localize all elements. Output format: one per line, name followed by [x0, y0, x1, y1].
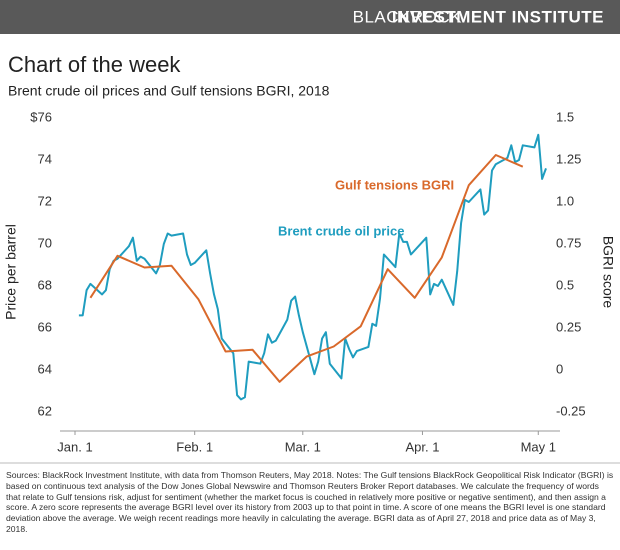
y-tick-label: 66	[38, 319, 52, 334]
y-tick-label: 64	[38, 361, 52, 376]
y2-tick-label: 1.25	[556, 151, 581, 166]
y2-tick-label: 1.5	[556, 109, 574, 124]
y2-tick-label: 0.75	[556, 235, 581, 250]
y2-tick-label: 0.25	[556, 319, 581, 334]
bgri-annotation: Gulf tensions BGRI	[335, 177, 454, 192]
y2-tick-label: 0	[556, 361, 563, 376]
y2-tick-label: 1.0	[556, 193, 574, 208]
y-tick-label: 74	[38, 151, 52, 166]
y2-tick-label: -0.25	[556, 403, 586, 418]
y-axis-label: Price per barrel	[3, 224, 19, 320]
y-tick-label: 62	[38, 403, 52, 418]
y2-tick-label: 0.5	[556, 277, 574, 292]
y2-axis-label: BGRI score	[600, 236, 616, 309]
source-note: Sources: BlackRock Investment Institute,…	[6, 470, 614, 534]
y-tick-label: $76	[30, 109, 52, 124]
series-line	[78, 133, 547, 401]
y-tick-label: 68	[38, 277, 52, 292]
y-tick-label: 72	[38, 193, 52, 208]
brand-unit: INVESTMENT INSTITUTE	[392, 7, 604, 26]
chart-title: Brent crude oil prices and Gulf tensions…	[8, 83, 330, 99]
x-tick-label: Feb. 1	[176, 439, 213, 454]
header-bar	[0, 0, 620, 34]
heading: Chart of the week	[8, 52, 181, 77]
series-line	[89, 154, 524, 383]
x-tick-label: Mar. 1	[285, 439, 321, 454]
y-tick-label: 70	[38, 235, 52, 250]
brent-annotation: Brent crude oil price	[278, 223, 404, 238]
x-tick-label: Apr. 1	[405, 439, 439, 454]
brand: BLACKROCK	[353, 7, 463, 26]
x-tick-label: Jan. 1	[57, 439, 92, 454]
x-tick-label: May 1	[521, 439, 556, 454]
